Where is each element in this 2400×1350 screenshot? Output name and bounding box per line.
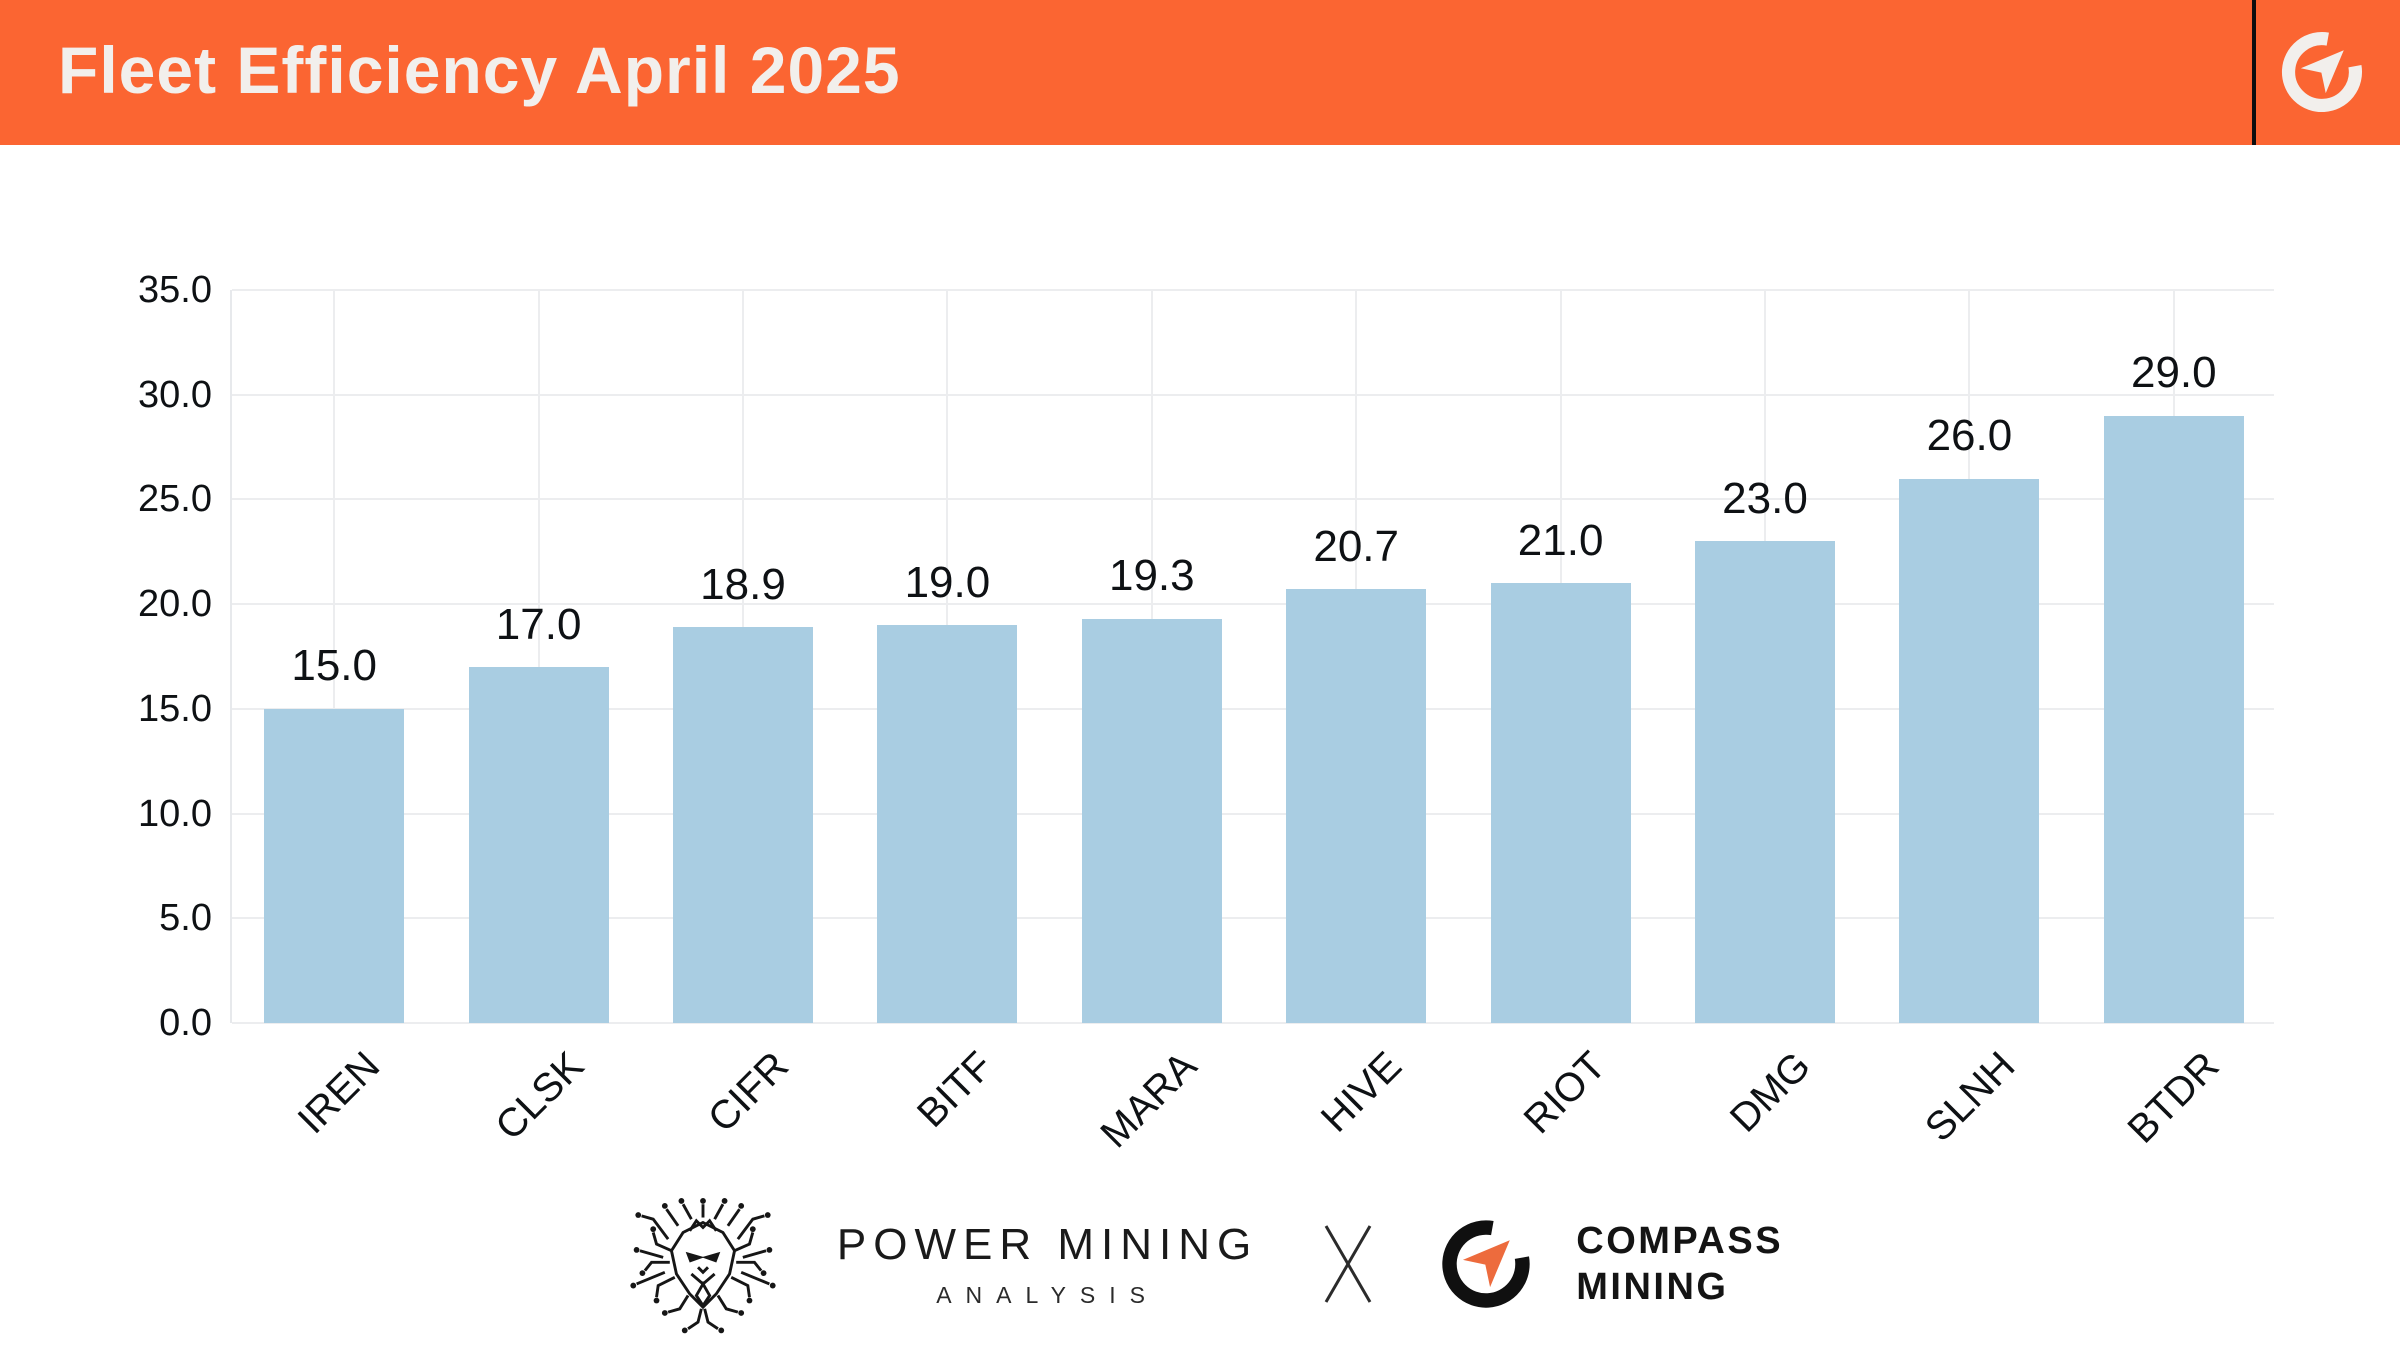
bar-value-label: 15.0 xyxy=(291,641,378,691)
x-tick-label: SLNH xyxy=(1916,1043,2024,1151)
bar-slnh xyxy=(1899,478,2040,1023)
bar-value-label: 19.3 xyxy=(1108,551,1195,601)
compass-icon xyxy=(2282,32,2362,112)
y-tick-label: 30.0 xyxy=(138,373,212,416)
x-tick-label: BTDR xyxy=(2119,1043,2228,1152)
header-divider xyxy=(2252,0,2256,145)
collab-x-separator xyxy=(1324,1225,1372,1303)
bar-dmg xyxy=(1694,541,1835,1023)
header-bar: Fleet Efficiency April 2025 xyxy=(0,0,2400,145)
bar-hive xyxy=(1286,589,1427,1023)
power-mining-lion-logo-icon xyxy=(630,1198,776,1334)
x-tick-label: CIFR xyxy=(699,1043,797,1141)
bar-value-label: 21.0 xyxy=(1517,515,1604,565)
plot-area: 15.0 17.0 18.9 19.0 19.3 20.7 21.0 23.0 26.0 29.0 xyxy=(230,289,2274,1024)
x-tick-label: BITF xyxy=(908,1043,1002,1136)
gridline-vertical xyxy=(333,290,336,1023)
power-mining-subtitle: ANALYSIS xyxy=(936,1281,1159,1308)
gridline-vertical xyxy=(537,290,540,1023)
gridline-horizontal xyxy=(232,1022,2274,1024)
x-tick-label: MARA xyxy=(1092,1043,1206,1157)
compass-mining-line2: MINING xyxy=(1576,1266,1729,1308)
y-axis: 0.0 5.0 10.0 15.0 20.0 25.0 30.0 35.0 xyxy=(0,271,212,1042)
gridline-horizontal xyxy=(232,707,2274,710)
y-tick-label: 35.0 xyxy=(138,269,212,311)
bar-btdr xyxy=(2103,415,2244,1023)
bar-mara xyxy=(1081,618,1222,1023)
bar-value-label: 19.0 xyxy=(904,557,991,607)
gridline-horizontal xyxy=(232,917,2274,920)
y-tick-label: 0.0 xyxy=(159,1002,212,1044)
bar-iren xyxy=(264,708,405,1023)
x-axis: IREN CLSK CIFR BITF MARA HIVE RIOT DMG SLNH BTDR xyxy=(230,1023,2274,1183)
bar-value-label: 20.7 xyxy=(1313,522,1400,572)
power-mining-title: POWER MINING xyxy=(836,1219,1259,1269)
bar-value-label: 17.0 xyxy=(495,599,582,649)
y-tick-label: 5.0 xyxy=(159,897,212,940)
y-tick-label: 25.0 xyxy=(138,478,212,521)
gridline-horizontal xyxy=(232,289,2274,291)
bar-value-label: 18.9 xyxy=(700,559,786,609)
x-tick-label: HIVE xyxy=(1312,1043,1410,1141)
bar-cifr xyxy=(672,627,813,1023)
y-tick-label: 10.0 xyxy=(138,792,212,835)
compass-mining-wordmark: COMPASS MINING xyxy=(1576,1218,1783,1311)
x-tick-label: IREN xyxy=(289,1043,388,1143)
bar-clsk xyxy=(468,666,609,1023)
compass-mining-logo-icon xyxy=(1442,1220,1530,1308)
bar-value-label: 26.0 xyxy=(1926,411,2013,461)
bar-bitf xyxy=(877,625,1018,1023)
page-title: Fleet Efficiency April 2025 xyxy=(58,32,901,107)
x-tick-label: DMG xyxy=(1721,1043,1819,1141)
gridline-horizontal xyxy=(232,393,2274,396)
y-tick-label: 15.0 xyxy=(138,687,212,730)
compass-mining-line1: COMPASS xyxy=(1576,1219,1784,1262)
gridline-horizontal xyxy=(232,498,2274,501)
power-mining-wordmark: POWER MINING ANALYSIS xyxy=(837,1220,1258,1309)
bar-value-label: 29.0 xyxy=(2130,348,2217,398)
gridline-horizontal xyxy=(232,812,2274,815)
x-tick-label: RIOT xyxy=(1515,1043,1615,1143)
bar-riot xyxy=(1490,583,1631,1023)
bar-value-label: 23.0 xyxy=(1722,473,1808,523)
gridline-horizontal xyxy=(232,603,2274,606)
footer-logos: POWER MINING ANALYSIS COMPASS MINING xyxy=(0,1178,2400,1350)
x-tick-label: CLSK xyxy=(487,1043,593,1149)
y-tick-label: 20.0 xyxy=(138,583,212,626)
